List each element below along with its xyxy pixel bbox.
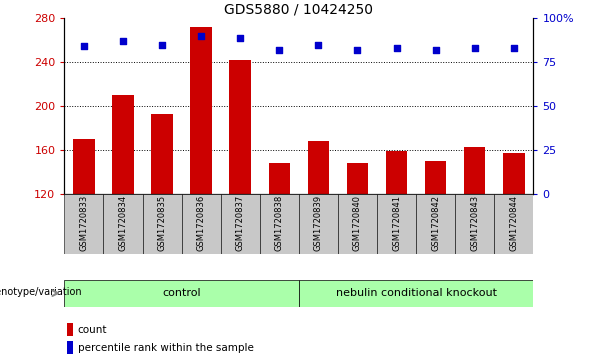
Text: genotype/variation: genotype/variation xyxy=(0,287,82,297)
Bar xyxy=(416,194,455,254)
Bar xyxy=(64,194,104,254)
Bar xyxy=(377,194,416,254)
Bar xyxy=(112,95,134,194)
Point xyxy=(196,33,206,39)
Bar xyxy=(386,151,407,194)
Text: GSM1720842: GSM1720842 xyxy=(431,195,440,251)
Bar xyxy=(142,194,181,254)
Text: GSM1720833: GSM1720833 xyxy=(80,195,88,251)
Title: GDS5880 / 10424250: GDS5880 / 10424250 xyxy=(224,3,373,17)
Bar xyxy=(104,194,142,254)
Text: GSM1720834: GSM1720834 xyxy=(118,195,128,251)
Bar xyxy=(181,194,221,254)
Text: GSM1720836: GSM1720836 xyxy=(197,195,205,251)
Bar xyxy=(464,147,485,194)
Point xyxy=(509,45,519,51)
Text: nebulin conditional knockout: nebulin conditional knockout xyxy=(335,288,497,298)
Bar xyxy=(308,142,329,194)
Text: GSM1720838: GSM1720838 xyxy=(275,195,284,251)
Bar xyxy=(299,280,533,307)
Bar xyxy=(221,194,260,254)
Bar xyxy=(151,114,173,194)
Text: GSM1720837: GSM1720837 xyxy=(236,195,245,251)
Bar xyxy=(494,194,533,254)
Text: GSM1720844: GSM1720844 xyxy=(509,195,518,251)
Point xyxy=(431,47,441,53)
Point xyxy=(275,47,284,53)
Text: GSM1720835: GSM1720835 xyxy=(158,195,167,251)
Bar xyxy=(338,194,377,254)
Bar xyxy=(64,280,299,307)
Bar xyxy=(268,163,290,194)
Text: GSM1720840: GSM1720840 xyxy=(353,195,362,251)
Point xyxy=(352,47,362,53)
Bar xyxy=(67,341,74,354)
Point xyxy=(157,42,167,48)
Text: GSM1720841: GSM1720841 xyxy=(392,195,401,251)
Bar xyxy=(229,60,251,194)
Text: GSM1720843: GSM1720843 xyxy=(470,195,479,251)
Bar xyxy=(425,161,446,194)
Point xyxy=(235,34,245,40)
Bar xyxy=(73,139,94,194)
Bar xyxy=(455,194,494,254)
Point xyxy=(392,45,402,51)
Text: control: control xyxy=(162,288,201,298)
Point xyxy=(79,44,89,49)
Bar xyxy=(347,163,368,194)
Point xyxy=(470,45,479,51)
Text: GSM1720839: GSM1720839 xyxy=(314,195,323,251)
Bar xyxy=(260,194,299,254)
Text: percentile rank within the sample: percentile rank within the sample xyxy=(78,343,253,353)
Point xyxy=(118,38,128,44)
Bar xyxy=(191,27,212,194)
Bar xyxy=(299,194,338,254)
Text: count: count xyxy=(78,325,107,335)
Point xyxy=(313,42,323,48)
Bar xyxy=(503,154,525,194)
Bar xyxy=(67,323,74,336)
